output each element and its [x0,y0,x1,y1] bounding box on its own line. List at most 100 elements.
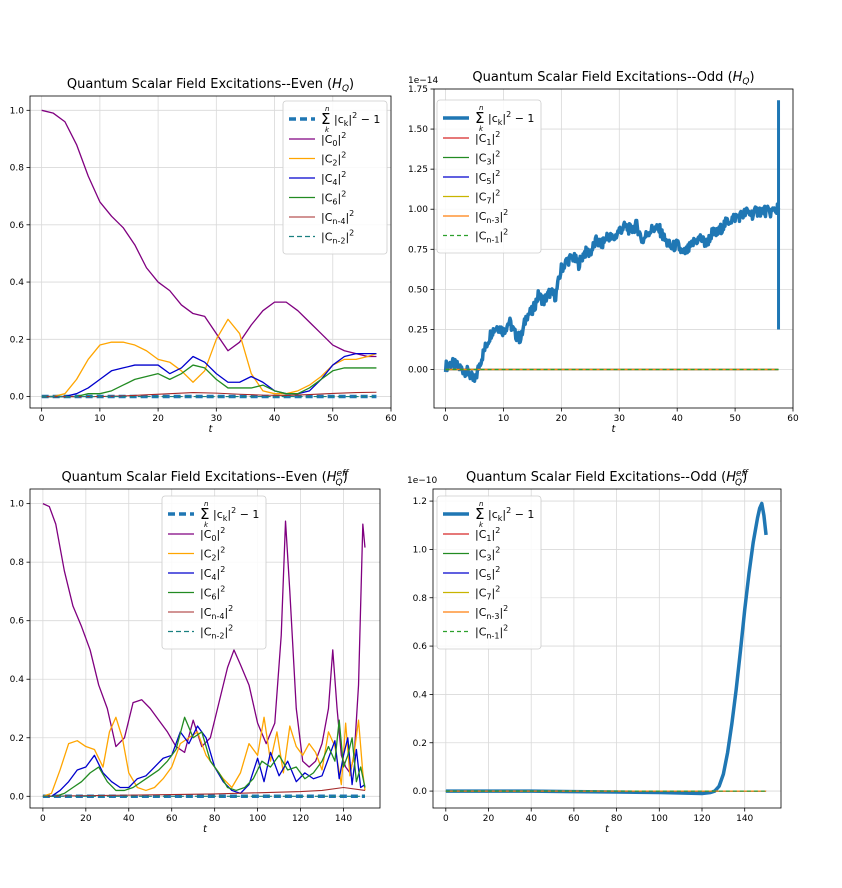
legend-label-6: |Cn-2|2 [200,624,233,641]
series-line-3 [42,725,366,797]
legend: Σn k |ck|2 − 1 |C1|2 |C3|2 |C5|2 |C7|2 |Cn-3|2 |… [436,99,542,254]
axis-scale-label: 1e−14 [408,76,439,86]
legend: Σn k |ck|2 − 1 |C1|2 |C3|2 |C5|2 |C7|2 |Cn-3|2 |… [436,495,542,650]
x-tick-label: 50 [729,414,741,424]
x-tick-label: 0 [39,414,45,424]
series-line-4 [42,716,366,797]
y-tick-label: 1.0 [10,106,25,116]
legend-label-6: |Cn-1|2 [475,228,508,245]
legend-sum-lower: k [204,521,209,529]
y-tick-label: 0.8 [413,594,428,604]
legend-label-1: |C1|2 [475,526,500,543]
x-tick-label: 40 [269,414,281,424]
chart-panel-2: 0 20 40 60 80 100 120 140 0.0 0.2 0.4 0.6 0.8 1.0 t Qua… [10,469,381,835]
axes-frame [432,488,782,809]
legend-label-2: |C2|2 [200,546,225,563]
chart-panel-0: 0 10 20 30 40 50 60 0.0 0.2 0.4 0.6 0.8 1.0 t Quantum … [10,77,397,435]
series-line-1 [42,503,366,774]
legend-label-4: |C6|2 [321,190,346,207]
legend-sum-lower: k [325,126,330,134]
legend-label-3: |C5|2 [475,565,500,582]
legend-label-1: |C0|2 [321,131,346,148]
y-tick-label: 0.75 [408,245,428,255]
series-line-4 [41,364,377,398]
x-tick-label: 20 [152,414,164,424]
legend-label-4: |C7|2 [475,585,500,602]
y-tick-label: 0.0 [413,787,428,797]
y-tick-label: 0.0 [10,792,25,802]
x-tick-label: 100 [249,814,266,824]
legend-sum-sign: Σ [475,109,484,127]
legend-label-0: |ck|2 − 1 [334,111,380,128]
y-tick-label: 0.0 [10,393,25,403]
y-tick-label: 1.0 [413,545,428,555]
series-line-1 [41,109,377,358]
x-tick-label: 0 [443,414,449,424]
legend: Σn k |ck|2 − 1 |C0|2 |C2|2 |C4|2 |C6|2 |Cn-4|2 |… [161,495,267,650]
x-tick-label: 120 [693,814,710,824]
x-tick-label: 140 [736,814,753,824]
x-tick-label: 40 [123,814,135,824]
y-tick-label: 0.6 [413,642,428,652]
legend-sum-sign: Σ [321,110,330,128]
legend-label-3: |C4|2 [321,170,346,187]
chart-title: Quantum Scalar Field Excitations--Odd (H… [466,469,750,488]
legend-label-2: |C3|2 [475,150,500,167]
legend-label-3: |C4|2 [200,565,225,582]
y-tick-label: 0.2 [413,739,427,749]
y-tick-label: 0.6 [10,617,25,627]
x-axis-label: t [209,424,214,435]
legend-label-1: |C1|2 [475,130,500,147]
series-line-5 [42,786,366,797]
x-axis-label: t [605,824,610,835]
y-tick-label: 0.00 [408,366,428,376]
x-tick-label: 60 [787,414,799,424]
legend-label-2: |C2|2 [321,151,346,168]
y-tick-label: 0.25 [408,325,428,335]
x-tick-label: 0 [40,814,46,824]
chart-panel-1: 0 10 20 30 40 50 60 0.00 0.25 0.50 0.75 1.00 1.25 1.5… [408,70,799,435]
legend-sum-lower: k [479,125,484,133]
legend-label-6: |Cn-1|2 [475,624,508,641]
x-tick-label: 60 [385,414,397,424]
y-tick-label: 0.2 [10,734,24,744]
x-tick-label: 100 [651,814,668,824]
legend-sum-upper: n [479,500,483,508]
y-tick-label: 0.8 [10,558,25,568]
legend-label-0: |ck|2 − 1 [213,506,259,523]
series-line-5 [41,391,377,398]
y-tick-label: 0.4 [10,675,25,685]
axes-frame [29,95,392,409]
x-tick-label: 0 [443,814,449,824]
y-tick-label: 0.50 [408,285,428,295]
y-tick-label: 0.4 [413,690,428,700]
legend-label-5: |Cn-4|2 [200,604,233,621]
y-tick-label: 1.2 [413,497,427,507]
x-tick-label: 30 [211,414,223,424]
series-line-2 [42,716,366,797]
y-tick-label: 1.25 [408,165,428,175]
chart-panel-3: 0 20 40 60 80 100 120 140 0.0 0.2 0.4 0.6 0.8 1.0 1.2 t… [407,469,782,835]
x-tick-label: 40 [525,814,537,824]
series-line-2 [41,318,377,398]
y-tick-label: 1.0 [10,500,25,510]
chart-title: Quantum Scalar Field Excitations--Even (… [67,77,354,94]
x-tick-label: 40 [671,414,683,424]
legend-label-6: |Cn-2|2 [321,229,354,246]
x-tick-label: 80 [209,814,221,824]
x-tick-label: 140 [335,814,352,824]
x-tick-label: 10 [498,414,510,424]
legend-sum-sign: Σ [200,505,209,523]
legend-label-2: |C3|2 [475,546,500,563]
legend-label-3: |C5|2 [475,169,500,186]
legend-sum-upper: n [479,104,483,112]
y-tick-label: 0.6 [10,221,25,231]
x-tick-label: 30 [614,414,626,424]
legend-label-0: |ck|2 − 1 [488,110,534,127]
x-tick-label: 80 [611,814,623,824]
chart-title: Quantum Scalar Field Excitations--Odd (H… [472,70,754,87]
legend-label-0: |ck|2 − 1 [488,506,534,523]
x-tick-label: 10 [94,414,106,424]
axes-frame [433,88,794,409]
